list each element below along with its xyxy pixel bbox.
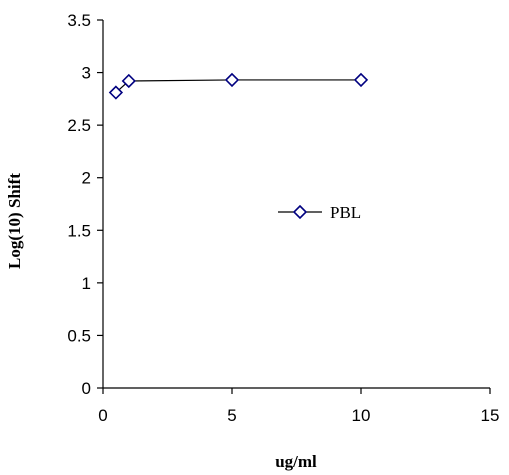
y-tick-label: 1.5	[67, 221, 91, 240]
y-tick-label: 3.5	[67, 11, 91, 30]
y-tick-label: 2.5	[67, 116, 91, 135]
x-tick-label: 0	[98, 406, 107, 425]
y-tick-label: 2	[82, 169, 91, 188]
data-point-pbl	[353, 72, 369, 88]
x-ticks: 0 5 10 15	[98, 388, 499, 425]
y-axis-title: Log(10) Shift	[5, 173, 24, 269]
series-layer	[108, 72, 369, 100]
y-tick-label: 1	[82, 274, 91, 293]
y-tick-label: 0.5	[67, 326, 91, 345]
series-line-pbl	[115, 79, 361, 93]
data-point-pbl	[121, 73, 136, 89]
plot-area: 0 0.5 1 1.5 2 2.5 3 3.5 0 5 10 15	[67, 11, 499, 425]
x-tick-label: 10	[352, 406, 371, 425]
y-ticks: 0 0.5 1 1.5 2 2.5 3 3.5	[67, 11, 103, 398]
y-tick-label: 0	[82, 379, 91, 398]
x-axis-title: ug/ml	[275, 452, 317, 471]
data-point-pbl	[108, 85, 124, 100]
legend-label-pbl: PBL	[330, 203, 361, 222]
legend-marker-diamond	[292, 204, 308, 220]
data-point-pbl	[224, 72, 240, 88]
legend: PBL	[278, 203, 361, 222]
y-tick-label: 3	[82, 64, 91, 83]
x-tick-label: 5	[227, 406, 236, 425]
x-tick-label: 15	[481, 406, 500, 425]
